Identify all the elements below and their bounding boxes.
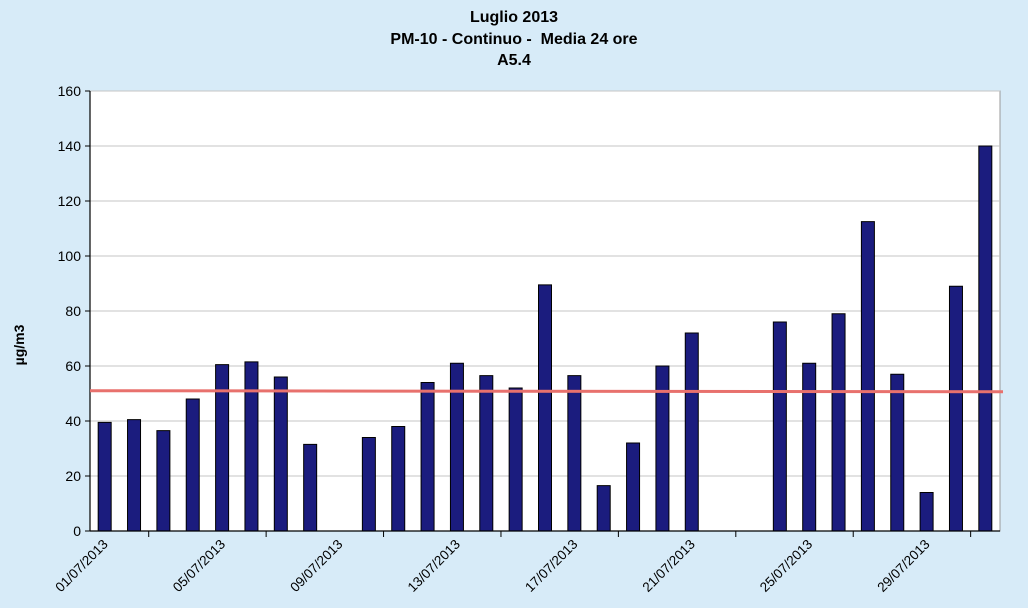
bar-11-07-2013 — [391, 426, 406, 532]
bar-29-07-2013 — [919, 492, 934, 532]
chart-title-line-3: A5.4 — [497, 52, 531, 69]
bar-19-07-2013 — [626, 442, 641, 532]
y-tick-label-0: 0 — [73, 523, 81, 539]
y-tick-label-120: 120 — [58, 193, 82, 209]
bar-16-07-2013 — [538, 284, 552, 532]
bars — [97, 145, 993, 532]
bar-30-07-2013 — [948, 285, 963, 532]
reference-line-group — [89, 389, 1004, 394]
bar-01-07-2013 — [97, 421, 112, 532]
bar-12-07-2013 — [420, 382, 435, 532]
bar-04-07-2013 — [185, 398, 200, 532]
y-tick-label-60: 60 — [65, 358, 81, 374]
bar-31-07-2013 — [978, 145, 993, 532]
bar-27-07-2013 — [860, 221, 875, 532]
chart-title-line-2: PM-10 - Continuo - Media 24 ore — [390, 31, 637, 48]
y-tick-label-160: 160 — [58, 83, 82, 99]
bar-13-07-2013 — [449, 362, 464, 532]
y-axis-ticks: 0 20 40 60 80 100 120 140 160 — [58, 83, 90, 539]
bar-07-07-2013 — [273, 376, 288, 532]
bar-06-07-2013 — [244, 361, 259, 532]
bar-15-07-2013 — [508, 387, 523, 532]
y-tick-label-100: 100 — [58, 248, 82, 264]
y-tick-label-40: 40 — [65, 413, 81, 429]
bar-28-07-2013 — [890, 373, 905, 532]
bar-03-07-2013 — [156, 430, 171, 532]
chart-title-line-1: Luglio 2013 — [470, 9, 558, 26]
bar-02-07-2013 — [127, 419, 142, 532]
bar-08-07-2013 — [303, 443, 318, 532]
bar-18-07-2013 — [596, 485, 611, 532]
bar-26-07-2013 — [831, 313, 846, 532]
bar-25-07-2013 — [802, 362, 817, 532]
bar-21-07-2013 — [684, 332, 699, 532]
y-axis-label: µg/m3 — [11, 324, 27, 365]
bar-14-07-2013 — [479, 375, 494, 532]
y-tick-label-20: 20 — [65, 468, 81, 484]
bar-17-07-2013 — [567, 375, 582, 532]
reference-line — [89, 389, 1004, 394]
bar-10-07-2013 — [361, 437, 376, 532]
bar-24-07-2013 — [772, 321, 787, 532]
y-tick-label-80: 80 — [65, 303, 81, 319]
y-tick-label-140: 140 — [58, 138, 82, 154]
